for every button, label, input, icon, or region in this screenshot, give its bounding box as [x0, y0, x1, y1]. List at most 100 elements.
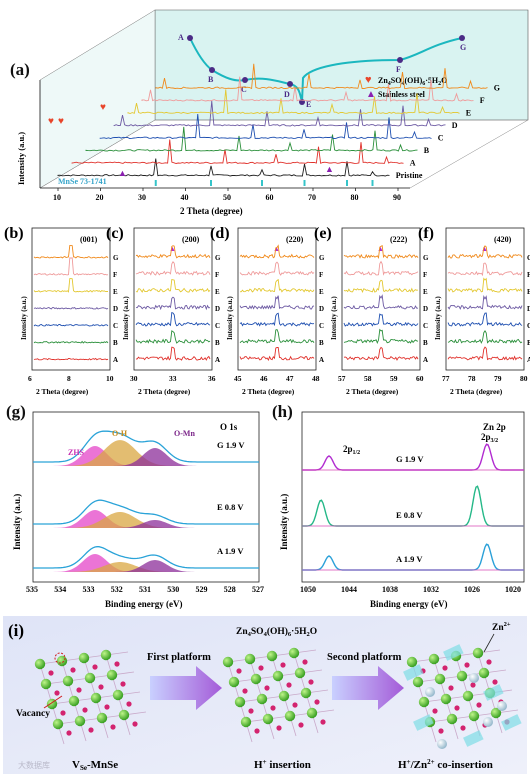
zoom-series-a: [135, 346, 211, 361]
zhs-heart-icon: ♥: [58, 116, 64, 127]
panel-i-label: (i): [8, 621, 24, 640]
vacancy-marker: [54, 652, 66, 664]
o1s-envelope: [33, 499, 259, 525]
voltage-point-label: G: [460, 43, 466, 52]
se-atom: [308, 679, 314, 685]
mn-atom: [250, 673, 262, 685]
tick-label: 57: [338, 374, 346, 383]
tick-label: 77: [442, 374, 450, 383]
ref-label: MnSe 73-1741: [58, 177, 107, 186]
xrd-series-label: D: [452, 121, 458, 130]
peak-label-zhs: ZHS: [68, 448, 85, 457]
se-atom: [320, 719, 326, 725]
panel-h-title: Zn 2p: [483, 422, 506, 432]
zoom-ylabel: Intensity (a.u.): [226, 296, 234, 340]
zoom-xlabel: 2 Theta (degree): [36, 387, 89, 396]
mn-atom: [266, 650, 278, 662]
zn-ion: [483, 717, 493, 727]
mn-atom: [272, 670, 284, 682]
tick-label: 50: [223, 193, 231, 202]
zoom-series-label: A: [113, 356, 118, 364]
zoom-series-b: [33, 340, 109, 344]
se-atom: [432, 708, 438, 714]
zn2p-curves: G 1.9 V E 0.8 V A 1.9 V: [302, 443, 524, 571]
mn-atom: [288, 647, 300, 659]
caption-h-insertion: H+ insertion: [254, 758, 311, 771]
se-atom: [242, 688, 248, 694]
zoom-panel-label: (d): [210, 225, 230, 242]
xrd-series-a: [71, 139, 404, 165]
mn-atom: [240, 716, 252, 728]
triangle-icon: ▲: [169, 245, 176, 253]
triangle-icon: ▲: [481, 245, 488, 253]
o1s-envelope: [33, 546, 259, 569]
tick-label: 533: [83, 585, 95, 594]
panel-h-xlabel: Binding energy (eV): [370, 599, 448, 609]
zoom-xlabel: 2 Theta (degree): [450, 387, 503, 396]
step1-label: First platform: [147, 652, 211, 663]
mn-atom: [262, 713, 274, 725]
zn2p-curve-label: A 1.9 V: [396, 554, 423, 564]
xrd-series-c: [99, 114, 432, 139]
se-atom: [110, 724, 116, 730]
mn-atom: [74, 715, 86, 727]
se-atom: [292, 702, 298, 708]
tick-label: 80: [351, 193, 359, 202]
watermark: 大数据库: [18, 760, 50, 770]
legend-zhs: Zn4SO4(OH)6·5H2O: [378, 76, 447, 87]
zoom-series-label: D: [423, 305, 428, 313]
mn-atom: [40, 678, 52, 690]
zoom-series-label: D: [527, 305, 530, 313]
se-atom: [270, 705, 276, 711]
zn-ion: [469, 673, 479, 683]
voltage-point-b: [209, 67, 215, 73]
o1s-component: [33, 446, 259, 466]
se-atom: [70, 667, 76, 673]
tick-label: 529: [196, 585, 208, 594]
peak-index-label: (220): [286, 235, 304, 244]
panel-h-label: (h): [272, 402, 293, 421]
tick-label: 60: [416, 374, 424, 383]
step2-label: Second platform: [327, 652, 402, 663]
zoom-series-e: [343, 279, 419, 294]
o1s-envelope: [33, 430, 259, 463]
zoom-ylabel: Intensity (a.u.): [330, 296, 338, 340]
xrd-series-label: F: [480, 96, 485, 105]
zoom-series-f: [447, 262, 523, 277]
mn-atom: [118, 709, 130, 721]
peak-label-2p12: 2p1/2: [343, 444, 360, 456]
tick-label: 40: [181, 193, 189, 202]
mn-atom: [406, 656, 418, 668]
zoom-series-label: G: [423, 254, 429, 262]
voltage-point-f: [397, 57, 403, 63]
se-atom: [126, 701, 132, 707]
se-atom: [492, 679, 498, 685]
zoom-series-label: C: [113, 322, 118, 330]
se-atom: [120, 681, 126, 687]
zhs-sheet: [443, 644, 464, 661]
tick-label: 527: [252, 585, 264, 594]
se-atom: [76, 687, 82, 693]
zoom-series-b: [135, 330, 211, 344]
se-atom: [302, 659, 308, 665]
se-atom: [486, 659, 492, 665]
mn-atom: [256, 693, 268, 705]
legend-steel: Stainless steel: [378, 90, 426, 99]
panel-a-ylabel: Intensity (a.u.): [16, 132, 26, 185]
panel-g-label: (g): [6, 402, 26, 421]
peak-label-oh: O-H: [112, 429, 128, 438]
zoom-series-label: E: [423, 288, 428, 296]
se-atom: [286, 682, 292, 688]
lattice-2: [222, 647, 335, 743]
mn-atom: [96, 712, 108, 724]
o1s-component: [33, 448, 259, 466]
mn-atom: [428, 653, 440, 665]
zoom-panel-f: (f) (420) ▲ A B C D E F G 77 78 79 80 2 Theta (degree)…: [418, 225, 530, 396]
zoom-series-label: C: [527, 322, 530, 330]
tick-label: 1038: [382, 585, 398, 594]
mn-atom: [244, 653, 256, 665]
zhs-heart-icon: ♥: [100, 102, 106, 113]
o1s-curve-label: E 0.8 V: [217, 502, 244, 512]
mn-atom: [100, 649, 112, 661]
xrd-series-label: G: [494, 84, 500, 93]
